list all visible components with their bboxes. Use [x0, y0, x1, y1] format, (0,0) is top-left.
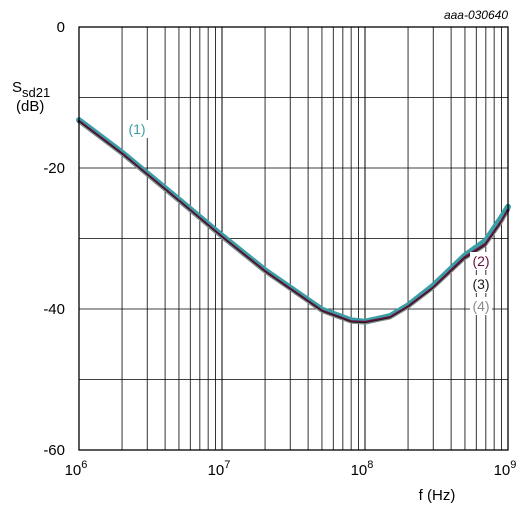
x-tick-label: 108 — [351, 459, 374, 479]
annotation-bg — [470, 275, 492, 293]
y-axis-label: Ssd21 — [12, 79, 50, 100]
grid — [79, 27, 508, 450]
x-tick-label: 106 — [65, 459, 88, 479]
annotation-bg — [470, 252, 492, 270]
y-tick-label: -60 — [43, 442, 65, 459]
series-annotation: (2) — [472, 253, 489, 269]
x-tick-label: 109 — [494, 459, 517, 479]
series-annotation: (3) — [472, 276, 489, 292]
annotation-bg — [470, 297, 492, 315]
series-annotation: (1) — [128, 121, 145, 137]
series-annotation: (4) — [472, 298, 489, 314]
x-axis-label: f (Hz) — [419, 487, 456, 504]
y-tick-label: -20 — [43, 160, 65, 177]
annotation-bg — [126, 120, 148, 138]
figure-reference: aaa-030640 — [444, 8, 508, 22]
y-tick-label: -40 — [43, 301, 65, 318]
series-line-4 — [78, 122, 509, 325]
plot-frame — [78, 26, 509, 451]
y-axis-unit: (dB) — [16, 98, 44, 115]
x-tick-label: 107 — [208, 459, 231, 479]
y-tick-label: 0 — [57, 19, 65, 36]
series-group — [76, 117, 511, 325]
